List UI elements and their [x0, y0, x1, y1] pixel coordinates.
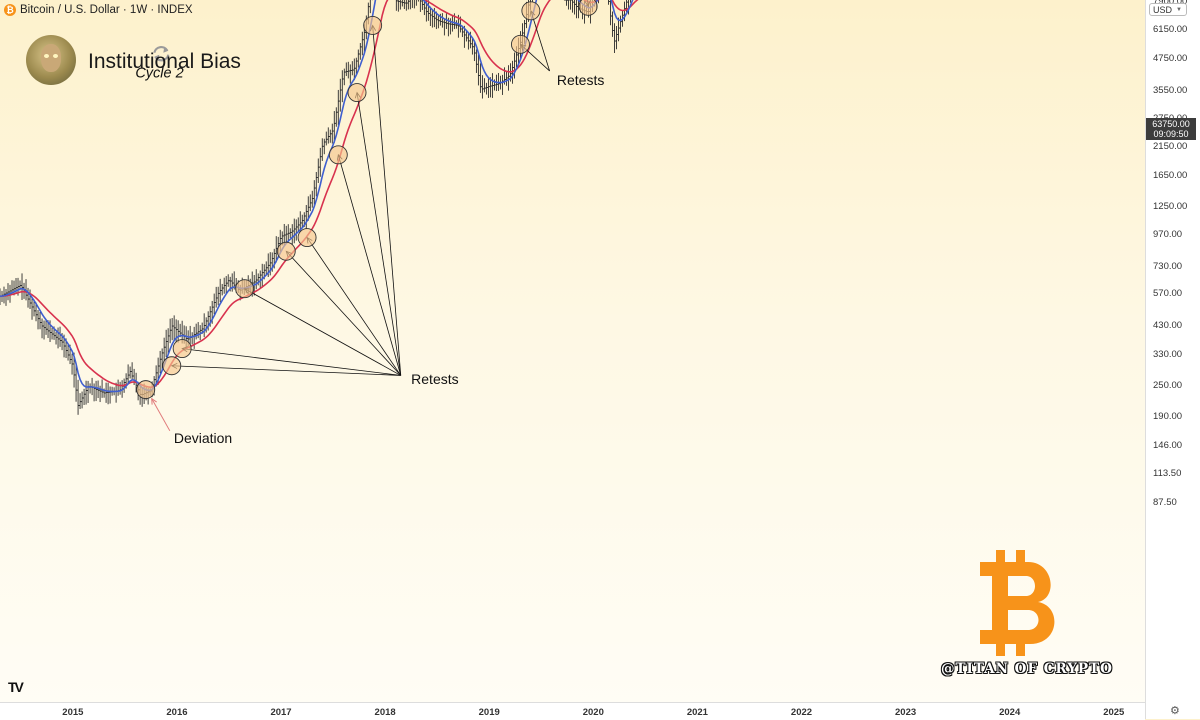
x-tick-label: 2019: [469, 707, 509, 718]
last-price: 63750.00: [1146, 119, 1196, 129]
bitcoin-coin-icon: ₿: [4, 4, 16, 16]
retest-marker: [277, 242, 295, 260]
symbol-title: Bitcoin / U.S. Dollar · 1W · INDEX: [20, 4, 193, 16]
bitcoin-logo-icon: [962, 548, 1072, 658]
retest-marker: [173, 340, 191, 358]
cycle-labels: Cycle 2Cycle 3Cycle 4: [135, 0, 990, 82]
y-tick-label: 146.00: [1153, 440, 1182, 451]
y-tick-label: 430.00: [1153, 320, 1182, 331]
y-tick-label: 1250.00: [1153, 201, 1187, 212]
annotations: DeviationRetestsDeviationsRetestsRetests…: [152, 0, 1124, 446]
symbol-header[interactable]: ₿ Bitcoin / U.S. Dollar · 1W · INDEX: [4, 2, 193, 18]
x-tick-label: 2024: [990, 707, 1030, 718]
bar-countdown: 09:09:50: [1146, 129, 1196, 139]
price-axis[interactable]: 210000.00160000.00125000.0097000.0073000…: [1145, 0, 1200, 719]
y-tick-label: 730.00: [1153, 261, 1182, 272]
retest-line: [172, 366, 401, 376]
y-tick-label: 4750.00: [1153, 53, 1187, 64]
channel-title: Institutional Bias: [88, 50, 241, 74]
retest-marker: [522, 2, 540, 20]
chevron-down-icon: ▼: [1176, 7, 1182, 13]
currency-label: USD: [1153, 5, 1172, 15]
annotation-label: Deviation: [174, 430, 232, 446]
retest-marker: [163, 357, 181, 375]
retest-marker: [364, 16, 382, 34]
y-tick-label: 250.00: [1153, 380, 1182, 391]
x-tick-label: 2022: [782, 707, 822, 718]
author-handle: @TITAN OF CRYPTO: [941, 661, 1113, 677]
y-tick-label: 330.00: [1153, 349, 1182, 360]
retest-line: [307, 238, 401, 376]
retest-line: [373, 25, 401, 375]
avatar: [26, 35, 76, 85]
y-tick-label: 3550.00: [1153, 85, 1187, 96]
retest-line: [182, 349, 401, 376]
gear-icon[interactable]: ⚙: [1170, 704, 1180, 717]
y-tick-label: 570.00: [1153, 288, 1182, 299]
retest-marker: [579, 0, 597, 15]
retest-markers: [137, 0, 1047, 399]
retest-marker: [329, 146, 347, 164]
annotation-label: Retests: [557, 72, 604, 88]
tradingview-logo-icon[interactable]: TV: [8, 679, 22, 695]
y-tick-label: 87.50: [1153, 497, 1177, 508]
currency-selector[interactable]: USD ▼: [1149, 3, 1187, 16]
y-tick-label: 113.50: [1153, 468, 1181, 479]
x-tick-label: 2018: [365, 707, 405, 718]
x-tick-label: 2023: [886, 707, 926, 718]
time-axis[interactable]: 2015 2016 2017 2018 2019 2020 2021 2022 2023 2024…: [0, 702, 1145, 720]
retest-line: [245, 289, 401, 376]
retest-marker: [236, 280, 254, 298]
retest-marker: [348, 84, 366, 102]
y-tick-label: 6150.00: [1153, 24, 1187, 35]
x-tick-label: 2016: [157, 707, 197, 718]
y-tick-label: 190.00: [1153, 411, 1182, 422]
retest-marker: [298, 229, 316, 247]
deviation-arrow: [152, 399, 170, 431]
retest-line: [338, 155, 400, 376]
x-tick-label: 2021: [677, 707, 717, 718]
annotation-label: Retests: [411, 371, 458, 387]
x-tick-label: 2025: [1094, 707, 1134, 718]
y-tick-label: 1650.00: [1153, 170, 1187, 181]
x-tick-label: 2015: [53, 707, 93, 718]
x-tick-label: 2020: [573, 707, 613, 718]
y-tick-label: 970.00: [1153, 229, 1182, 240]
retest-marker: [511, 35, 529, 53]
retest-line: [357, 93, 401, 376]
retest-marker: [137, 381, 155, 399]
x-tick-label: 2017: [261, 707, 301, 718]
y-tick-label: 2150.00: [1153, 141, 1187, 152]
last-price-tag: 63750.00 09:09:50: [1146, 118, 1196, 140]
